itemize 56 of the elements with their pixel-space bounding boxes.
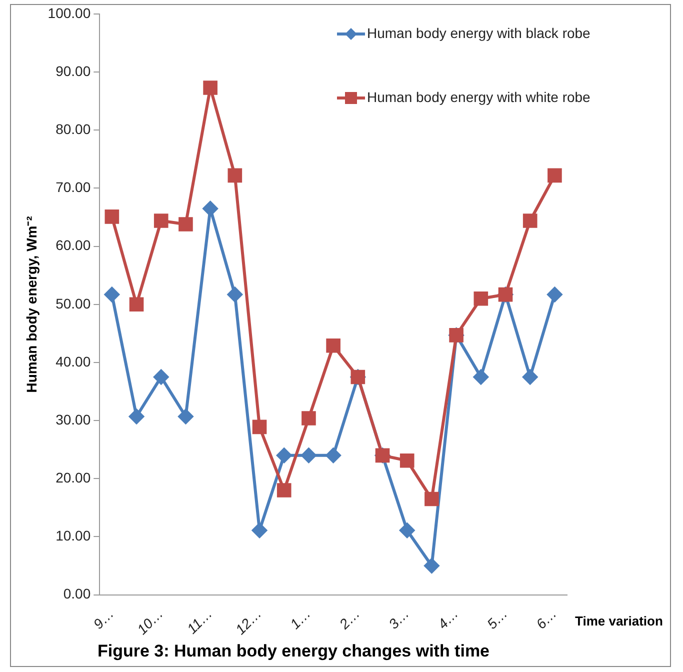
point [301, 448, 316, 463]
y-tick-label: 10.00 [56, 528, 91, 544]
text: Figure 3: Human body energy changes with time [97, 641, 490, 660]
point [129, 297, 144, 312]
x-tick-label: 10… [134, 605, 166, 638]
point [227, 287, 242, 302]
y-tick-label: 30.00 [56, 411, 91, 428]
y-tick-label: 80.00 [56, 121, 91, 138]
point [129, 409, 144, 424]
x-tick-label: 11… [184, 605, 216, 637]
x-tick-label: 9… [90, 605, 117, 632]
point [276, 483, 292, 498]
point [474, 291, 488, 306]
point [228, 168, 242, 183]
point [326, 338, 340, 353]
point [178, 409, 194, 424]
point [178, 217, 193, 232]
y-axis-title: Human body energy, Wm⁻² [23, 216, 40, 393]
point [326, 448, 341, 463]
point [400, 522, 415, 538]
x-tick-label: 12… [232, 605, 264, 638]
x-tick-label: 4… [434, 605, 462, 632]
y-tick-label: 90.00 [56, 62, 91, 79]
legend-label: Human body energy with white robe [367, 88, 591, 105]
point [548, 168, 562, 183]
point [202, 201, 218, 216]
y-tick-label: 0.00 [63, 586, 91, 602]
x-tick-label: 6… [532, 605, 560, 632]
point [203, 80, 218, 95]
y-tick-label: 100.00 [48, 4, 91, 21]
point [522, 214, 538, 228]
point [104, 287, 120, 302]
y-tick-label: 50.00 [56, 295, 91, 312]
point [400, 453, 414, 468]
point [424, 558, 440, 574]
point [104, 210, 120, 224]
x-tick-label: 5… [484, 605, 510, 632]
x-tick-label: 2… [335, 605, 363, 633]
y-tick-label: 40.00 [56, 353, 91, 370]
y-tick-label: 20.00 [56, 470, 91, 486]
point [154, 214, 168, 228]
x-tick-label: 3… [385, 605, 412, 632]
point [424, 492, 439, 506]
y-tick-label: 60.00 [56, 237, 91, 254]
legend-label: Human body energy with black robe [367, 24, 591, 41]
point [302, 411, 316, 426]
point [252, 522, 268, 538]
point [522, 370, 538, 385]
point [473, 370, 488, 385]
point [276, 448, 292, 463]
point [547, 287, 562, 302]
x-axis-title: Time variation [575, 613, 663, 628]
x-tick-label: 1… [286, 605, 314, 632]
point [154, 370, 169, 385]
y-tick-label: 70.00 [56, 179, 91, 196]
point [252, 420, 267, 434]
